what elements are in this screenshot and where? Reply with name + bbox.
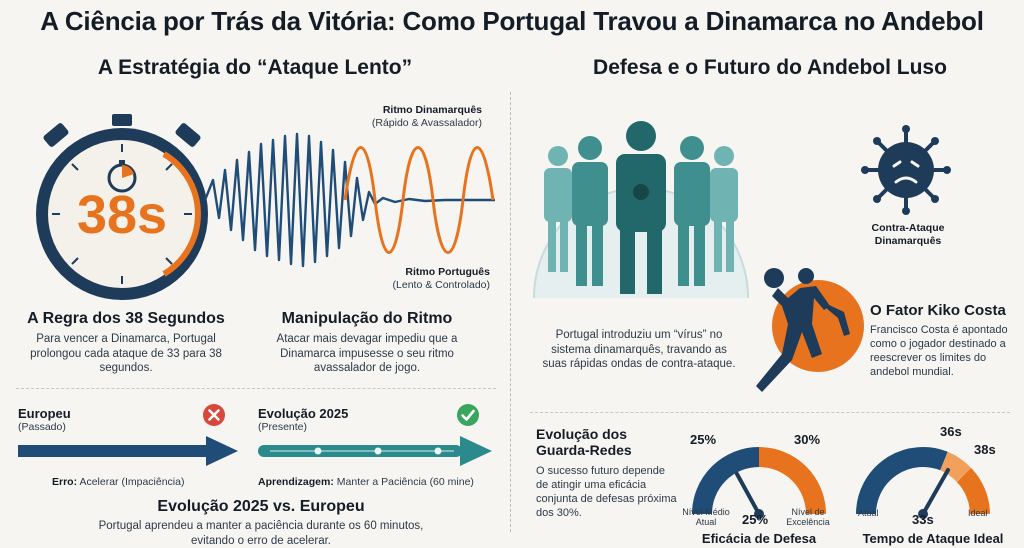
kiko-title: O Fator Kiko Costa (870, 302, 1006, 319)
gauge2-right-label: Ideal (968, 508, 988, 518)
gauge1-needle-value: 25% (742, 512, 769, 527)
evolucao-learn-text: Manter a Paciência (60 mine) (336, 476, 474, 488)
rule-text: Para vencer a Dinamarca, Portugal prolon… (30, 333, 222, 375)
virus-label-line2: Dinamarquês (874, 235, 942, 248)
portuguese-rhythm-sub: (Lento & Controlado) (392, 279, 490, 292)
rhythm-wave-graphic (205, 132, 495, 268)
europeu-arrow (18, 436, 238, 466)
portuguese-rhythm-title: Ritmo Português (405, 266, 490, 278)
europeu-sub: (Passado) (18, 421, 66, 433)
europeu-error-text: Acelerar (Impaciência) (79, 476, 185, 488)
left-hdivider (16, 388, 496, 389)
gauge2-left-label: Atual (858, 508, 879, 518)
compare-text: Portugal aprendeu a manter a paciência d… (98, 520, 424, 547)
danish-rhythm-sub: (Rápido & Avassalador) (371, 117, 482, 130)
evolucao-learn-label: Aprendizagem: (258, 476, 334, 488)
center-divider (510, 92, 511, 532)
gauge1-right-label-line1: Nível de (791, 507, 825, 517)
gauge2-right-value: 38s (974, 442, 996, 457)
evolucao-title: Evolução 2025 (258, 406, 349, 421)
defense-text: Portugal introduziu um “vírus” no sistem… (542, 329, 736, 371)
right-hdivider (530, 412, 1010, 413)
gauge1-left-value: 25% (690, 432, 717, 447)
gauge2-needle-value: 33s (912, 512, 934, 527)
gk-title-line1: Evolução dos (536, 426, 628, 442)
gauge2-caption: Tempo de Ataque Ideal (862, 531, 1004, 546)
left-section-heading: A Estratégia do “Ataque Lento” (97, 56, 413, 79)
europeu-title: Europeu (18, 406, 71, 421)
kiko-player-graphic (756, 268, 864, 392)
gauge1-right-label-line2: Excelência (786, 517, 830, 528)
virus-icon (861, 125, 951, 215)
gk-text: O sucesso futuro depende de atingir uma … (536, 465, 677, 520)
compare-title: Evolução 2025 vs. Europeu (157, 498, 365, 515)
gauge1-left-label-line1: Nível Médio (682, 507, 730, 517)
evolucao-arrow (258, 436, 492, 466)
page-title: A Ciência por Trás da Vitória: Como Port… (40, 6, 984, 36)
gauge1-right-value: 30% (794, 432, 821, 447)
defense-players-graphic (533, 121, 749, 299)
error-x-icon (203, 404, 225, 426)
virus-label-line1: Contra-Ataque (871, 222, 945, 234)
right-section-heading: Defesa e o Futuro do Andebol Luso (593, 56, 947, 79)
gauge2-top-value: 36s (940, 424, 962, 439)
gauge1-caption: Eficácia de Defesa (701, 531, 817, 546)
europeu-error-label: Erro: (52, 476, 78, 488)
rhythm-title: Manipulação do Ritmo (281, 310, 453, 327)
check-icon (457, 404, 479, 426)
defense-efficacy-gauge (692, 447, 826, 519)
evolucao-sub: (Presente) (258, 421, 308, 433)
gk-title-line2: Guarda-Redes (536, 442, 632, 459)
stopwatch-value: 38s (76, 185, 168, 245)
stopwatch-icon (36, 114, 208, 300)
attack-time-gauge (856, 447, 990, 519)
rhythm-text: Atacar mais devagar impediu que a Dinama… (276, 333, 458, 375)
rule-title: A Regra dos 38 Segundos (27, 310, 225, 327)
danish-rhythm-title: Ritmo Dinamarquês (382, 104, 482, 116)
kiko-text: Francisco Costa é apontado como o jogado… (870, 324, 1008, 379)
gauge1-left-label-line2: Atual (695, 517, 717, 528)
